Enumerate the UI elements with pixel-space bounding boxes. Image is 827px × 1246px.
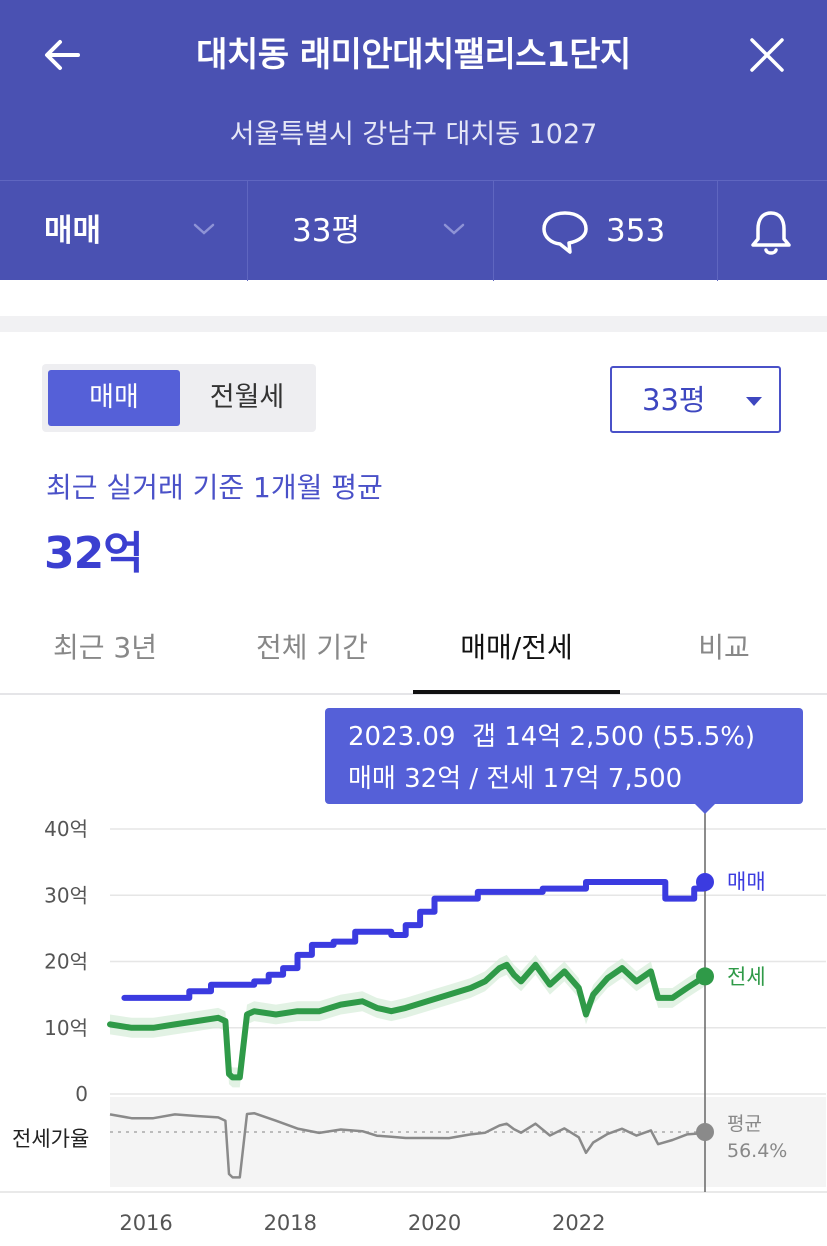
hover-tooltip: 2023.09 갭 14억 2,500 (55.5%) 매매 32억 / 전세 … bbox=[325, 708, 803, 814]
ratio-endpoint bbox=[696, 1123, 714, 1141]
tab-recent-3-years[interactable]: 최근 3년 bbox=[53, 631, 157, 664]
average-price: 32억 bbox=[44, 528, 144, 579]
x-tick-label: 2022 bbox=[552, 1211, 605, 1235]
jeonse-series-line bbox=[107, 961, 708, 1081]
average-caption: 최근 실거래 기준 1개월 평균 bbox=[46, 471, 383, 504]
x-tick-label: 2018 bbox=[264, 1211, 317, 1235]
y-tick-label: 30억 bbox=[44, 883, 88, 907]
complex-address: 서울특별시 강남구 대치동 1027 bbox=[229, 119, 598, 150]
ratio-panel-label: 전세가율 bbox=[12, 1127, 89, 1151]
trade-toggle: 매매 전월세 bbox=[42, 364, 316, 432]
filter-bar: 매매 33평 353 bbox=[0, 180, 827, 281]
tooltip-tail bbox=[695, 804, 715, 814]
sale-series-line bbox=[121, 879, 708, 1001]
jeonse-range-band bbox=[110, 954, 705, 1088]
size-label: 33평 bbox=[292, 213, 360, 249]
caret-down-icon bbox=[746, 397, 762, 406]
toggle-rent[interactable]: 전월세 bbox=[209, 382, 285, 413]
trade-type-dropdown[interactable]: 매매 bbox=[0, 181, 248, 281]
app-header: 대치동 래미안대치팰리스1단지 서울특별시 강남구 대치동 1027 매매 33… bbox=[0, 0, 827, 281]
size-select-value: 33평 bbox=[642, 383, 706, 417]
comment-count: 353 bbox=[606, 213, 666, 249]
ratio-series-line bbox=[109, 1111, 706, 1179]
arrow-left-icon bbox=[45, 40, 80, 70]
price-chart[interactable]: 매매 전세 평균 56.4% 전세가율 40억 30억 20억 10억 0 2016 20… bbox=[0, 697, 827, 1246]
x-tick-label: 2016 bbox=[119, 1211, 172, 1235]
period-tabs: 최근 3년 전체 기간 매매/전세 비교 bbox=[0, 605, 827, 695]
y-tick-label: 0 bbox=[75, 1082, 88, 1106]
tab-compare[interactable]: 비교 bbox=[698, 631, 750, 664]
y-tick-label: 10억 bbox=[44, 1016, 88, 1040]
notification-button[interactable] bbox=[718, 181, 827, 281]
jeonse-series-label: 전세 bbox=[727, 965, 766, 989]
complex-title: 대치동 래미안대치팰리스1단지 bbox=[196, 35, 631, 75]
speech-bubble-icon bbox=[542, 211, 588, 254]
tab-all-period[interactable]: 전체 기간 bbox=[256, 631, 368, 664]
x-tick-label: 2020 bbox=[408, 1211, 461, 1235]
close-button[interactable] bbox=[742, 30, 792, 80]
ratio-average-value: 56.4% bbox=[727, 1140, 787, 1162]
comments-button[interactable]: 353 bbox=[494, 181, 718, 281]
section-divider bbox=[0, 316, 827, 332]
ratio-panel-background bbox=[110, 1097, 826, 1187]
y-tick-label: 40억 bbox=[44, 817, 88, 841]
tab-sale-jeonse[interactable]: 매매/전세 bbox=[460, 631, 573, 664]
size-dropdown[interactable]: 33평 bbox=[248, 181, 494, 281]
jeonse-endpoint bbox=[696, 967, 714, 986]
tooltip-price-line: 매매 32억 / 전세 17억 7,500 bbox=[348, 764, 683, 794]
close-icon bbox=[750, 38, 784, 72]
back-button[interactable] bbox=[38, 30, 88, 80]
sale-series-label: 매매 bbox=[727, 870, 766, 894]
chevron-down-icon bbox=[443, 223, 465, 235]
toggle-sale[interactable]: 매매 bbox=[48, 370, 180, 426]
bell-icon bbox=[751, 211, 791, 255]
chevron-down-icon bbox=[193, 223, 215, 235]
ratio-average-label: 평균 bbox=[727, 1113, 762, 1135]
active-tab-indicator bbox=[413, 690, 620, 694]
price-chart-svg: 매매 전세 평균 56.4% 전세가율 40억 30억 20억 10억 0 2016 20… bbox=[0, 805, 827, 1235]
sale-endpoint bbox=[696, 873, 714, 891]
tooltip-gap-line: 2023.09 갭 14억 2,500 (55.5%) bbox=[348, 722, 756, 752]
trade-type-label: 매매 bbox=[44, 213, 102, 249]
y-tick-label: 20억 bbox=[44, 950, 88, 974]
size-select[interactable]: 33평 bbox=[610, 366, 781, 433]
